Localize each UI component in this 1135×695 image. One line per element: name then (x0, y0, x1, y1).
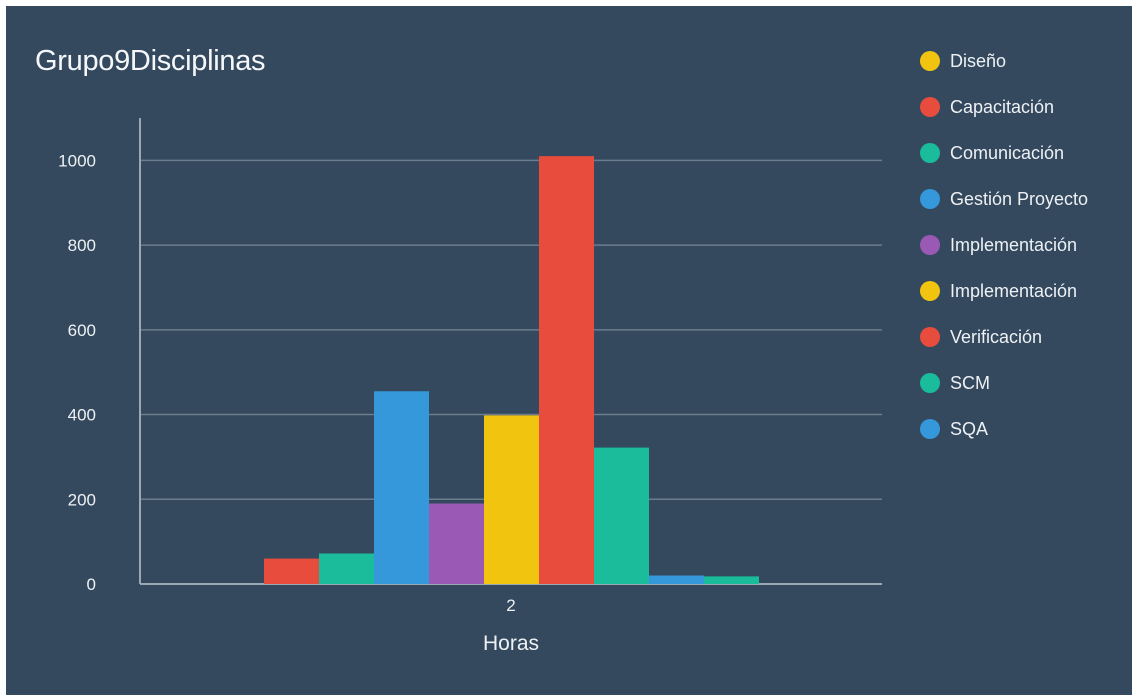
x-tick-label: 2 (506, 596, 515, 615)
bar (429, 503, 484, 584)
legend-item[interactable]: Implementación (920, 268, 1088, 314)
legend-swatch (920, 143, 940, 163)
bar (539, 156, 594, 585)
bar (264, 558, 319, 584)
bar (319, 553, 374, 584)
y-tick-label: 0 (87, 575, 96, 594)
legend-label: Capacitación (950, 96, 1055, 117)
legend-swatch (920, 419, 940, 439)
legend-label: Implementación (950, 280, 1078, 301)
legend-item[interactable]: Verificación (920, 314, 1088, 360)
bar (649, 575, 704, 584)
axis-labels: 0 200 400 600 800 1000 2 Horas (58, 151, 539, 655)
y-tick-label: 1000 (58, 151, 96, 170)
legend-swatch (920, 373, 940, 393)
legend-item[interactable]: Comunicación (920, 130, 1088, 176)
legend-label: Diseño (950, 50, 1007, 71)
legend-item[interactable]: SCM (920, 360, 1088, 406)
y-tick-label: 200 (68, 490, 96, 509)
legend-swatch (920, 281, 940, 301)
bar (484, 415, 539, 584)
bar (704, 576, 759, 584)
legend-item[interactable]: SQA (920, 406, 1088, 452)
legend-label: Verificación (950, 326, 1043, 347)
legend-item[interactable]: Gestión Proyecto (920, 176, 1088, 222)
legend-label: SQA (950, 418, 989, 439)
y-tick-label: 800 (68, 236, 96, 255)
legend-swatch (920, 51, 940, 71)
legend-item[interactable]: Capacitación (920, 84, 1088, 130)
legend-label: SCM (950, 372, 990, 393)
bars (264, 156, 759, 585)
legend: Diseño Capacitación Comunicación Gestión Pr… (920, 38, 1088, 452)
legend-swatch (920, 189, 940, 209)
bar (374, 391, 429, 584)
y-tick-label: 400 (68, 406, 96, 425)
legend-label: Gestión Proyecto (950, 188, 1089, 209)
chart-title: Grupo9Disciplinas (35, 45, 266, 77)
legend-label: Comunicación (950, 142, 1065, 163)
legend-swatch (920, 235, 940, 255)
legend-swatch (920, 327, 940, 347)
legend-label: Implementación (950, 234, 1078, 255)
bar (594, 447, 649, 584)
legend-item[interactable]: Diseño (920, 38, 1088, 84)
y-tick-label: 600 (68, 321, 96, 340)
legend-item[interactable]: Implementación (920, 222, 1088, 268)
legend-swatch (920, 97, 940, 117)
x-axis-title: Horas (483, 632, 539, 655)
